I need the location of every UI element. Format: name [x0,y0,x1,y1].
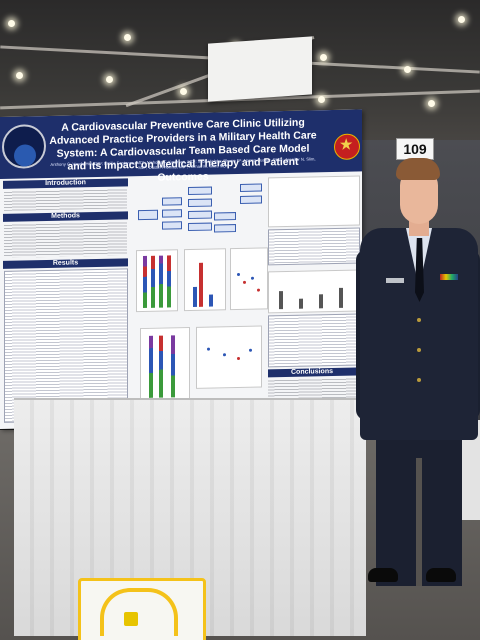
introduction-text [4,188,127,211]
ceiling-light [458,16,465,23]
flow-box [162,197,182,206]
small-bar-chart [268,269,360,314]
bar-chart [184,248,226,312]
conclusions-heading: Conclusions [268,367,356,378]
flow-box [240,195,262,204]
flow-box [188,186,212,196]
necktie [415,238,424,302]
ceiling-light [8,20,15,27]
ceiling-light [16,72,23,79]
poster-header: A Cardiovascular Preventive Care Clinic … [0,109,362,184]
research-poster: A Cardiovascular Preventive Care Clinic … [0,109,362,430]
name-tag [386,278,404,283]
introduction-heading: Introduction [3,178,128,189]
flow-box [214,212,236,221]
flow-box [188,198,212,208]
service-ribbons [440,274,458,280]
shoe [368,568,398,582]
methods-heading: Methods [3,211,128,222]
flow-box [162,221,182,230]
hair [396,158,440,180]
flow-box [138,209,158,221]
scatter-chart [230,247,268,311]
outcomes-table [268,313,360,368]
tote-logo-icon [124,612,138,626]
flow-box [162,209,182,218]
error-bar-chart [196,325,262,389]
flow-box [240,183,262,192]
university-seal-icon [2,124,46,169]
flow-box [188,222,212,232]
ceiling-light [106,76,113,83]
methods-text [4,221,127,258]
star-icon: ★ [339,136,354,154]
summary-table [268,227,360,266]
line-chart [268,175,360,228]
stacked-bar-chart-2 [140,327,190,403]
hanging-sign [208,36,312,102]
ceiling-light [428,100,435,107]
ceiling-light [318,96,325,103]
ceiling-light [180,88,187,95]
stacked-bar-chart [136,249,178,313]
shoe [426,568,456,582]
presenter-in-uniform [356,158,480,608]
flow-box [214,224,236,233]
ceiling-light [124,34,131,41]
board-number-card: 109 [396,138,434,160]
ceiling-light [320,54,327,61]
ceiling-light [404,66,411,73]
flow-box [188,210,212,220]
results-heading: Results [3,258,128,269]
